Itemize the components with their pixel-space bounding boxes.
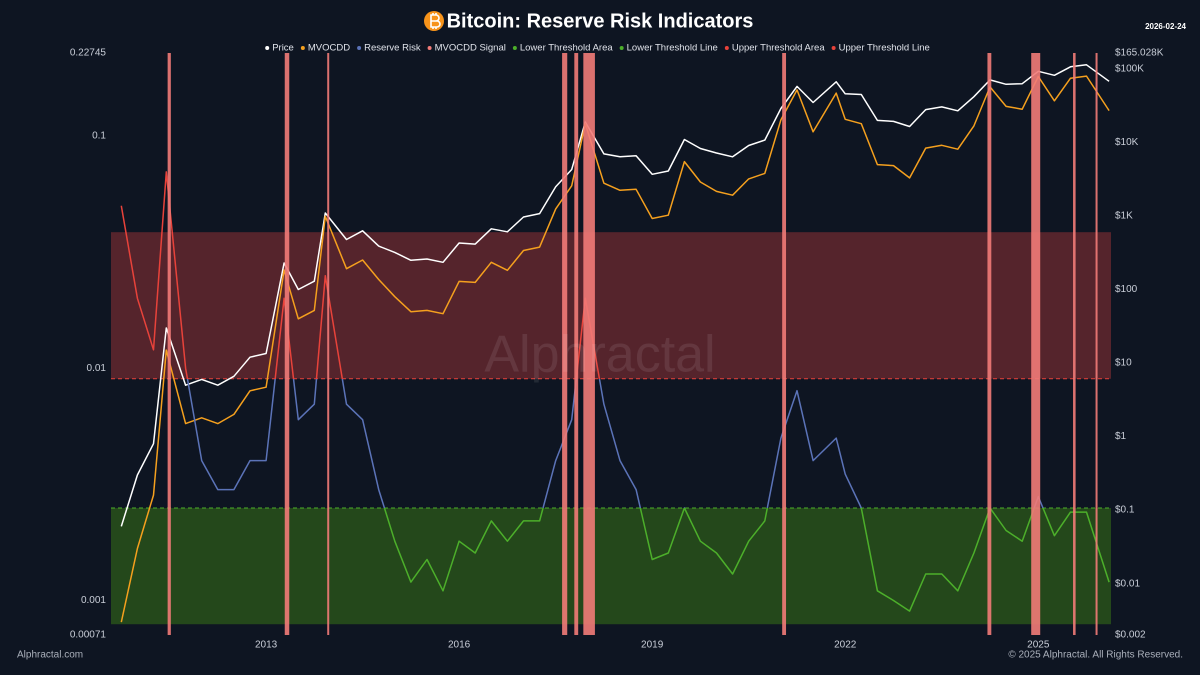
y2-tick-label: $0.01 [1115, 578, 1140, 589]
signal-bar [1031, 53, 1041, 635]
x-tick-label: 2025 [1027, 640, 1050, 651]
y2-tick-label: $1K [1115, 211, 1133, 222]
signal-bar [583, 53, 595, 635]
y2-tick-label: $10K [1115, 137, 1139, 148]
legend-label: Upper Threshold Line [839, 43, 930, 54]
signal-bar [1095, 53, 1098, 635]
legend-marker [427, 46, 432, 50]
threshold-area [111, 508, 1111, 625]
signal-bar [327, 53, 330, 635]
legend-marker [512, 46, 517, 50]
legend-label: Reserve Risk [364, 43, 421, 54]
signal-bar [782, 53, 787, 635]
x-tick-label: 2019 [641, 640, 664, 651]
legend-label: Lower Threshold Area [520, 43, 613, 54]
signal-bar [1073, 53, 1076, 635]
y2-tick-label: $165.028K [1115, 48, 1164, 59]
footer-left: Alphractal.com [17, 650, 83, 661]
y2-tick-label: $0.1 [1115, 505, 1135, 516]
y-tick-label: 0.1 [92, 131, 106, 142]
x-tick-label: 2016 [448, 640, 471, 651]
legend-marker [831, 46, 836, 50]
y2-tick-label: $1 [1115, 431, 1127, 442]
signal-bar [167, 53, 171, 635]
chart-title: Bitcoin: Reserve Risk Indicators [447, 10, 754, 32]
legend-label: MVOCDD [308, 43, 350, 54]
date-label: 2026-02-24 [1145, 22, 1186, 31]
x-tick-label: 2013 [255, 640, 278, 651]
legend-marker [357, 46, 362, 50]
footer-right: © 2025 Alphractal. All Rights Reserved. [1008, 650, 1183, 661]
legend-label: MVOCDD Signal [435, 43, 506, 54]
legend-marker [300, 46, 305, 50]
legend-label: Lower Threshold Line [627, 43, 718, 54]
y2-tick-label: $100K [1115, 64, 1144, 75]
legend: Price MVOCDD Reserve Risk MVOCDD Signal Lowe… [265, 43, 930, 54]
y-tick-label: 0.01 [87, 363, 107, 374]
y2-tick-label: $0.002 [1115, 630, 1146, 641]
signal-bar [574, 53, 579, 635]
y-tick-label: 0.001 [81, 595, 106, 606]
signal-bar [284, 53, 290, 635]
y2-tick-label: $100 [1115, 284, 1138, 295]
y2-tick-label: $10 [1115, 358, 1132, 369]
bitcoin-glyph [430, 13, 441, 29]
y-tick-label: 0.00071 [70, 630, 107, 641]
y-tick-label: 0.22745 [70, 48, 107, 59]
legend-marker [724, 46, 729, 50]
watermark: Alphractal [484, 326, 715, 384]
signal-bar [987, 53, 992, 635]
legend-marker [265, 46, 270, 50]
legend-marker [619, 46, 624, 50]
x-tick-label: 2022 [834, 640, 857, 651]
signal-bar [562, 53, 568, 635]
legend-label: Upper Threshold Area [732, 43, 825, 54]
legend-label: Price [272, 43, 294, 54]
plot-area [111, 53, 1111, 635]
